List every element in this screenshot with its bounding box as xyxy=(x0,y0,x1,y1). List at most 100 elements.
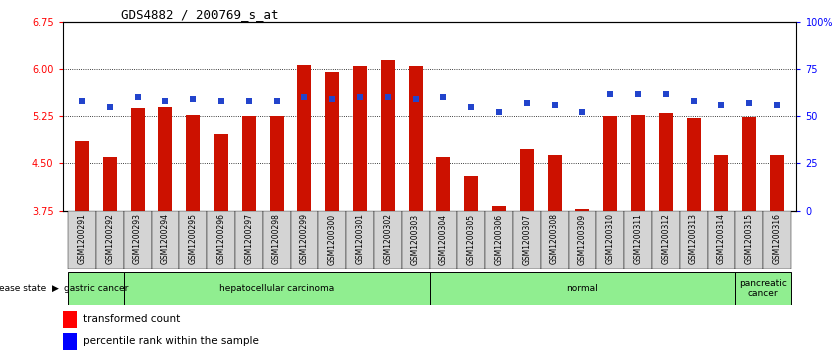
Text: GSM1200315: GSM1200315 xyxy=(745,213,754,264)
Bar xyxy=(430,211,457,269)
Text: GSM1200292: GSM1200292 xyxy=(105,213,114,264)
Point xyxy=(325,96,339,102)
Bar xyxy=(186,115,200,211)
Point xyxy=(492,110,505,115)
Text: GSM1200299: GSM1200299 xyxy=(300,213,309,264)
Bar xyxy=(179,211,207,269)
Bar xyxy=(715,155,728,211)
Bar xyxy=(374,211,402,269)
Bar xyxy=(103,157,117,211)
Point xyxy=(158,98,172,104)
Point xyxy=(270,98,284,104)
Bar xyxy=(659,113,673,211)
Point xyxy=(131,94,144,100)
Text: GSM1200291: GSM1200291 xyxy=(78,213,87,264)
Bar xyxy=(742,117,756,211)
Text: GSM1200297: GSM1200297 xyxy=(244,213,254,264)
Bar xyxy=(540,211,569,269)
Bar xyxy=(575,209,590,211)
Point xyxy=(75,98,88,104)
Text: transformed count: transformed count xyxy=(83,314,180,325)
Text: GSM1200306: GSM1200306 xyxy=(495,213,504,265)
Bar xyxy=(290,211,319,269)
Point xyxy=(520,100,534,106)
Bar xyxy=(652,211,680,269)
Text: GSM1200295: GSM1200295 xyxy=(188,213,198,264)
Bar xyxy=(430,272,736,305)
Point xyxy=(214,98,228,104)
Bar xyxy=(631,115,645,211)
Bar xyxy=(485,211,513,269)
Bar xyxy=(457,211,485,269)
Bar xyxy=(152,211,179,269)
Text: GSM1200312: GSM1200312 xyxy=(661,213,671,264)
Bar xyxy=(520,149,534,211)
Point xyxy=(103,104,117,110)
Bar xyxy=(569,211,596,269)
Bar xyxy=(235,211,263,269)
Point xyxy=(465,104,478,110)
Text: GSM1200309: GSM1200309 xyxy=(578,213,587,265)
Text: gastric cancer: gastric cancer xyxy=(63,284,128,293)
Bar xyxy=(596,211,624,269)
Bar xyxy=(123,211,152,269)
Bar xyxy=(465,176,478,211)
Bar xyxy=(68,211,96,269)
Bar xyxy=(298,65,311,211)
Bar xyxy=(763,211,791,269)
Text: GSM1200300: GSM1200300 xyxy=(328,213,337,265)
Text: pancreatic
cancer: pancreatic cancer xyxy=(739,279,787,298)
Point xyxy=(354,94,367,100)
Point xyxy=(242,98,255,104)
Point xyxy=(187,96,200,102)
Point xyxy=(715,102,728,108)
Bar xyxy=(680,211,707,269)
Bar xyxy=(409,66,423,211)
Text: GDS4882 / 200769_s_at: GDS4882 / 200769_s_at xyxy=(121,8,279,21)
Point xyxy=(381,94,394,100)
Text: GSM1200310: GSM1200310 xyxy=(605,213,615,264)
Point xyxy=(298,94,311,100)
Text: disease state  ▶: disease state ▶ xyxy=(0,284,58,293)
Bar xyxy=(75,141,89,211)
Bar xyxy=(123,272,430,305)
Text: percentile rank within the sample: percentile rank within the sample xyxy=(83,336,259,346)
Bar xyxy=(131,108,144,211)
Point xyxy=(771,102,784,108)
Point xyxy=(575,110,589,115)
Text: GSM1200314: GSM1200314 xyxy=(717,213,726,264)
Bar xyxy=(214,134,228,211)
Bar xyxy=(492,205,506,211)
Bar xyxy=(513,211,540,269)
Text: GSM1200305: GSM1200305 xyxy=(467,213,475,265)
Text: GSM1200293: GSM1200293 xyxy=(133,213,142,264)
Text: GSM1200307: GSM1200307 xyxy=(522,213,531,265)
Bar xyxy=(770,155,784,211)
Point xyxy=(631,91,645,97)
Text: GSM1200298: GSM1200298 xyxy=(272,213,281,264)
Bar xyxy=(63,311,78,328)
Bar xyxy=(346,211,374,269)
Text: GSM1200301: GSM1200301 xyxy=(355,213,364,264)
Point xyxy=(409,96,422,102)
Bar xyxy=(207,211,235,269)
Text: hepatocellular carcinoma: hepatocellular carcinoma xyxy=(219,284,334,293)
Bar xyxy=(707,211,736,269)
Text: GSM1200311: GSM1200311 xyxy=(634,213,642,264)
Bar xyxy=(736,272,791,305)
Bar xyxy=(603,116,617,211)
Bar xyxy=(158,107,173,211)
Bar xyxy=(436,157,450,211)
Bar xyxy=(402,211,430,269)
Bar xyxy=(96,211,123,269)
Bar xyxy=(736,211,763,269)
Point xyxy=(437,94,450,100)
Bar xyxy=(548,155,561,211)
Bar xyxy=(381,60,394,211)
Text: GSM1200316: GSM1200316 xyxy=(772,213,781,264)
Bar xyxy=(242,116,256,211)
Text: GSM1200296: GSM1200296 xyxy=(217,213,225,264)
Bar xyxy=(686,118,701,211)
Text: normal: normal xyxy=(566,284,598,293)
Bar xyxy=(353,66,367,211)
